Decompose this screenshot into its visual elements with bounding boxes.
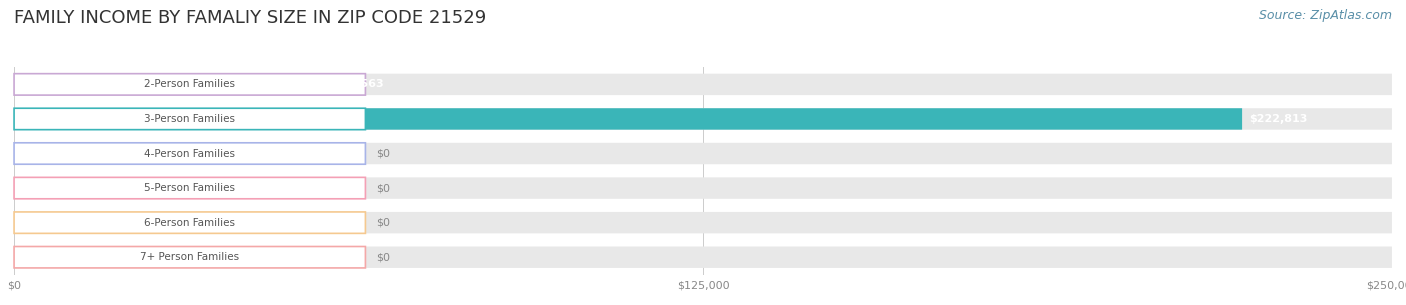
FancyBboxPatch shape bbox=[14, 108, 366, 130]
Text: Source: ZipAtlas.com: Source: ZipAtlas.com bbox=[1258, 9, 1392, 22]
FancyBboxPatch shape bbox=[14, 178, 366, 199]
FancyBboxPatch shape bbox=[14, 74, 1392, 95]
Text: 6-Person Families: 6-Person Families bbox=[145, 218, 235, 228]
Text: $0: $0 bbox=[377, 252, 391, 262]
FancyBboxPatch shape bbox=[14, 74, 366, 95]
Text: 4-Person Families: 4-Person Families bbox=[145, 149, 235, 159]
Text: 7+ Person Families: 7+ Person Families bbox=[141, 252, 239, 262]
FancyBboxPatch shape bbox=[14, 74, 326, 95]
FancyBboxPatch shape bbox=[14, 246, 1392, 268]
FancyBboxPatch shape bbox=[14, 178, 1392, 199]
Text: $222,813: $222,813 bbox=[1249, 114, 1308, 124]
Text: $0: $0 bbox=[377, 183, 391, 193]
Text: 3-Person Families: 3-Person Families bbox=[145, 114, 235, 124]
FancyBboxPatch shape bbox=[14, 246, 366, 268]
FancyBboxPatch shape bbox=[14, 212, 366, 233]
Text: $0: $0 bbox=[377, 218, 391, 228]
FancyBboxPatch shape bbox=[14, 143, 366, 164]
Text: $0: $0 bbox=[377, 149, 391, 159]
FancyBboxPatch shape bbox=[14, 212, 1392, 233]
FancyBboxPatch shape bbox=[14, 143, 1392, 164]
FancyBboxPatch shape bbox=[14, 108, 1392, 130]
Text: FAMILY INCOME BY FAMALIY SIZE IN ZIP CODE 21529: FAMILY INCOME BY FAMALIY SIZE IN ZIP COD… bbox=[14, 9, 486, 27]
FancyBboxPatch shape bbox=[14, 108, 1241, 130]
Text: 5-Person Families: 5-Person Families bbox=[145, 183, 235, 193]
Text: 2-Person Families: 2-Person Families bbox=[145, 79, 235, 89]
Text: $56,563: $56,563 bbox=[333, 79, 384, 89]
